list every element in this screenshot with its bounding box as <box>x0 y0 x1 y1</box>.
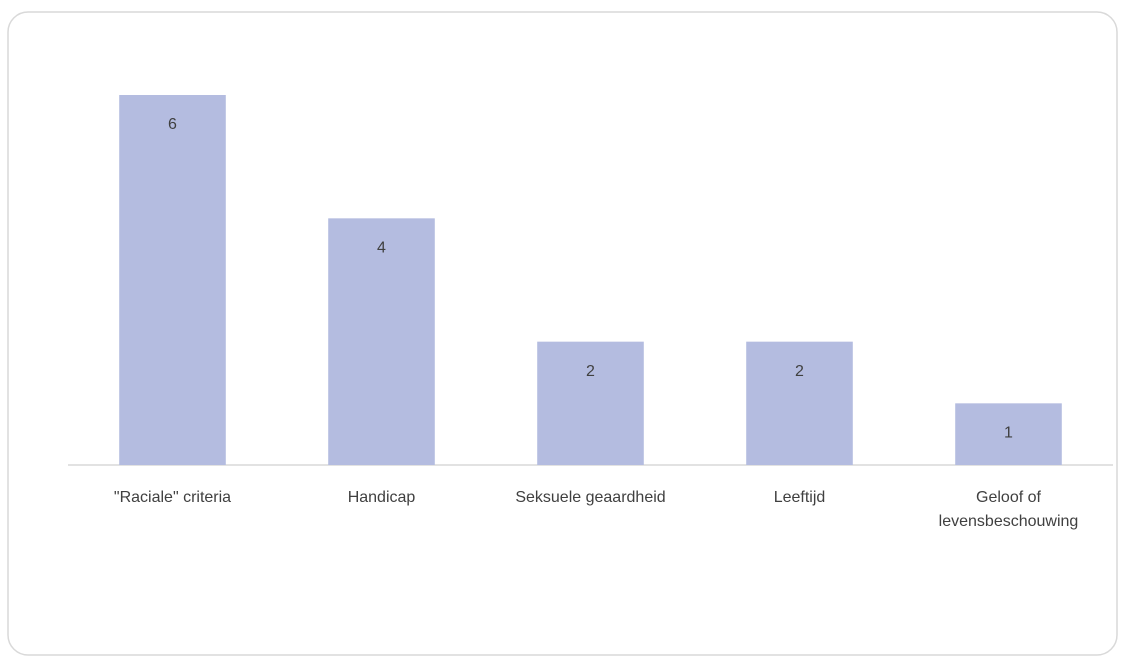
chart-border <box>7 11 1118 656</box>
data-label: 2 <box>586 363 595 380</box>
data-label: 4 <box>377 240 386 257</box>
x-tick-label: "Raciale" criteria <box>113 489 232 506</box>
data-label: 1 <box>1004 425 1013 442</box>
bar <box>328 218 435 465</box>
x-tick-label: Handicap <box>347 489 416 506</box>
x-tick-label: Seksuele geaardheid <box>515 489 666 506</box>
bar <box>955 403 1062 465</box>
x-tick-label: Geloof of levensbeschouwing <box>938 489 1079 530</box>
bar <box>537 341 644 465</box>
bar <box>746 341 853 465</box>
data-label: 2 <box>795 363 804 380</box>
bar <box>119 95 226 465</box>
x-tick-label: Leeftijd <box>773 489 826 506</box>
data-label: 6 <box>168 116 177 133</box>
